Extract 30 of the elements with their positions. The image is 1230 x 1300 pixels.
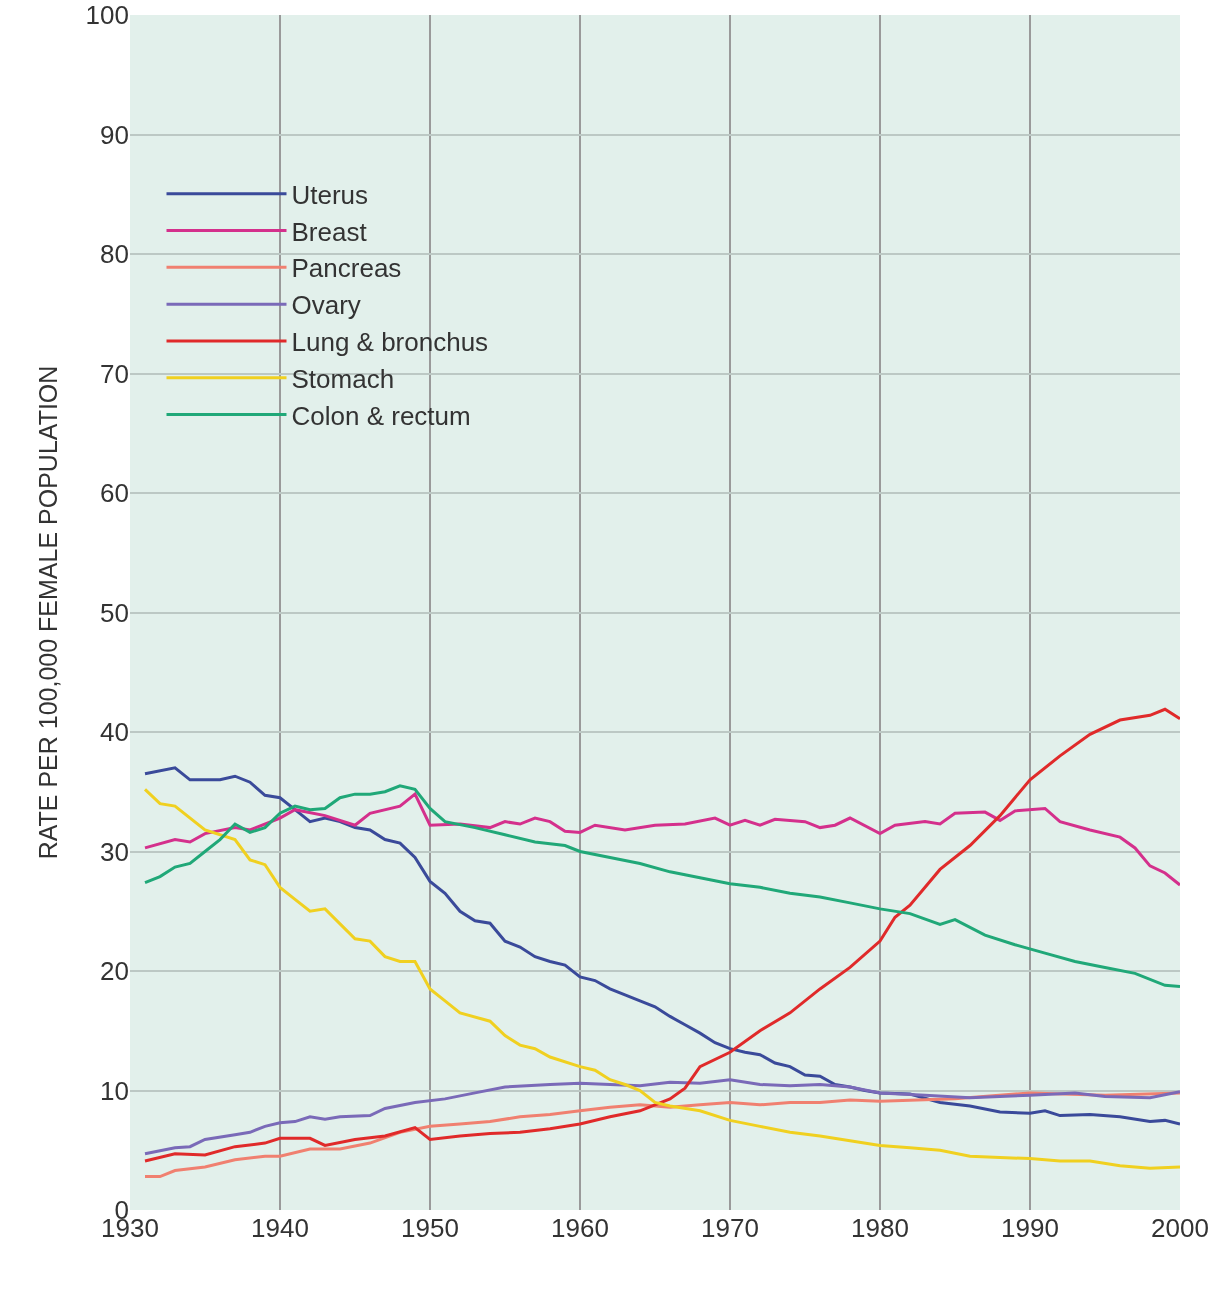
x-tick-label: 1960 <box>551 1213 609 1243</box>
legend-label: Stomach <box>291 363 395 394</box>
line-series <box>143 787 1180 1170</box>
y-tick-label: 60 <box>100 478 129 509</box>
y-tick-label: 70 <box>100 358 129 389</box>
line-series <box>143 784 1180 989</box>
legend-label: Uterus <box>291 179 369 210</box>
y-tick-label: 40 <box>100 717 129 748</box>
y-tick-label: 50 <box>100 597 129 628</box>
legend-label: Colon & rectum <box>291 400 471 431</box>
legend-label: Ovary <box>291 290 361 321</box>
legend-label: Lung & bronchus <box>291 327 489 358</box>
line-series <box>143 707 1180 1163</box>
x-tick-label: 1990 <box>1001 1213 1059 1243</box>
x-tick-label: 2000 <box>1151 1213 1209 1243</box>
legend-label: Breast <box>291 216 368 247</box>
x-tick-label: 1980 <box>851 1213 909 1243</box>
y-tick-label: 30 <box>100 836 129 867</box>
x-tick-label: 1940 <box>251 1213 309 1243</box>
y-tick-label: 80 <box>100 239 129 270</box>
line-series <box>143 792 1180 887</box>
y-tick-label: 100 <box>85 0 129 31</box>
x-tick-label: 1950 <box>401 1213 459 1243</box>
y-tick-label: 20 <box>100 956 129 987</box>
legend-label: Pancreas <box>291 253 402 284</box>
y-tick-label: 10 <box>100 1075 129 1106</box>
y-tick-label: 90 <box>100 119 129 150</box>
x-tick-label: 1970 <box>701 1213 759 1243</box>
line-series <box>143 1078 1180 1156</box>
y-axis-title: RATE PER 100,000 FEMALE POPULATION <box>34 365 63 860</box>
